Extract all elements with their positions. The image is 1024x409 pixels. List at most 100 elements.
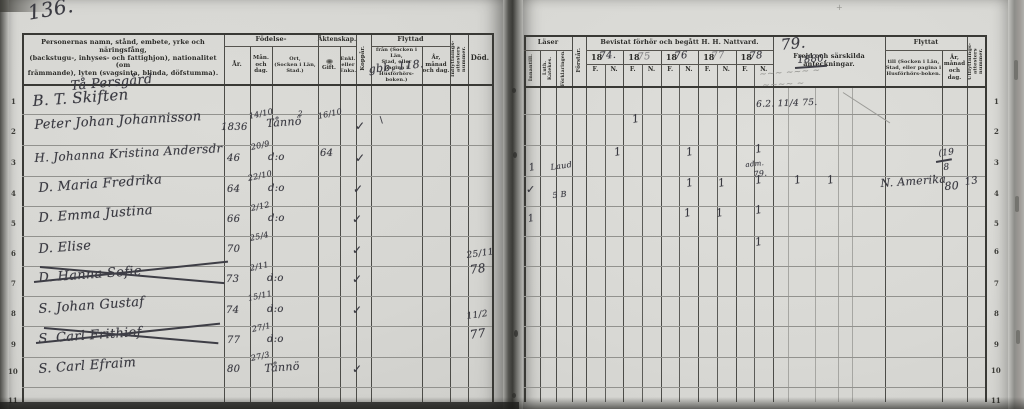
col-header-moved-to: till (Socken i Län, Stad, eller pagina i… bbox=[885, 59, 942, 77]
row-7-died-year: 78 bbox=[469, 260, 487, 277]
row-9-birth-year: 77 bbox=[227, 335, 241, 346]
col-group-birth: Födelse- bbox=[255, 34, 287, 43]
year-col-1876: 18 bbox=[665, 52, 677, 62]
marriage-ornament-icon bbox=[325, 58, 333, 64]
grid-line bbox=[773, 35, 774, 402]
grid-line bbox=[22, 145, 492, 146]
col-group-reads: Läser bbox=[537, 37, 559, 46]
row-4-moved-date-den: 8 bbox=[943, 162, 951, 173]
col-header-moved-from: från (Socken i Län, Stad, eller pagina i… bbox=[375, 47, 418, 83]
vaccination-label: Koppår. bbox=[360, 46, 367, 71]
fn-label: F. bbox=[742, 66, 748, 73]
col-header-out-certificate: Utflyttnings-attesters nummer. bbox=[967, 35, 985, 86]
col-header-died: Död. bbox=[470, 53, 490, 63]
grid-line bbox=[524, 296, 985, 297]
year-1874-digits: 74. bbox=[599, 49, 617, 62]
rownum: 1 bbox=[11, 97, 16, 106]
col-header-in-certificate: Inflyttnings-attesters nummer. bbox=[450, 33, 468, 84]
grid-line bbox=[524, 206, 985, 207]
grid-line bbox=[524, 326, 985, 327]
row-4-birth-year: 64 bbox=[227, 184, 241, 195]
rownum: 7 bbox=[11, 279, 16, 288]
row-2-place-sup: 2 bbox=[298, 110, 303, 118]
scan-edge-mark bbox=[1015, 196, 1019, 212]
grid-line bbox=[556, 50, 557, 402]
grid-line bbox=[22, 266, 492, 267]
rownum: 9 bbox=[994, 340, 999, 349]
row-10-birth-place: Tånnö bbox=[264, 359, 301, 375]
grid-line bbox=[642, 64, 643, 402]
col-header-reads-in-book: Innantill. bbox=[524, 50, 540, 86]
frejd-note-79: 79. bbox=[780, 33, 807, 54]
catechism-label: Luth. Katekes. bbox=[542, 56, 553, 80]
row-8-birth-year: 74 bbox=[226, 305, 240, 316]
communion-fn-row: F. N. F. N. F. N. F. N. F. N. bbox=[586, 64, 773, 86]
grid-line bbox=[754, 64, 755, 402]
grid-line bbox=[22, 84, 492, 86]
col-group-moved-in: Flyttad bbox=[397, 34, 424, 43]
rownum: 2 bbox=[994, 127, 999, 136]
grid-line bbox=[605, 64, 606, 402]
grid-line bbox=[679, 64, 680, 402]
grid-line bbox=[22, 33, 492, 35]
row-4-reading-grade: 5 B bbox=[552, 189, 568, 200]
married-label: Gift. bbox=[321, 64, 337, 71]
rownum: 10 bbox=[991, 366, 1001, 375]
row-8-birth-place: d:o bbox=[267, 304, 284, 315]
out-certificate-label: Utflyttnings-attesters nummer. bbox=[966, 41, 984, 80]
rownum: 6 bbox=[994, 247, 999, 256]
grid-line bbox=[224, 33, 225, 402]
grid-line bbox=[422, 46, 423, 402]
fn-label: F. bbox=[629, 66, 636, 73]
grid-line bbox=[318, 33, 319, 402]
row-6-vaccination-mark: ✓ bbox=[352, 243, 363, 257]
grid-line bbox=[524, 50, 572, 51]
row-5-birth-year: 66 bbox=[227, 214, 241, 225]
row-3-birth-year: 46 bbox=[227, 153, 241, 164]
col-header-birth-year: År. bbox=[232, 61, 242, 69]
row-4-vaccination-mark: ✓ bbox=[353, 182, 364, 196]
rownum: 4 bbox=[11, 189, 16, 198]
year-1877-digits: 77 bbox=[711, 50, 726, 62]
grid-line bbox=[22, 236, 492, 237]
col-group-moved-out: Flyttat bbox=[913, 37, 939, 46]
grid-line bbox=[852, 86, 853, 402]
rownum: 8 bbox=[11, 309, 16, 318]
grid-line bbox=[788, 86, 789, 402]
grid-line bbox=[22, 176, 492, 177]
scan-edge-mark bbox=[1016, 330, 1020, 344]
grid-line bbox=[985, 35, 987, 402]
rownum: 4 bbox=[994, 189, 999, 198]
col-header-moved-out-date: År, månad och dag. bbox=[943, 54, 966, 81]
row-5-reading-mark: 1 bbox=[527, 212, 536, 225]
row-9-died-year: 77 bbox=[469, 325, 487, 342]
row-7-birth-place: d:o bbox=[267, 273, 284, 284]
col-header-birth-date: Mån. och dag. bbox=[253, 55, 269, 75]
scan-edge-mark bbox=[1014, 60, 1018, 80]
row-2-birth-place: Tånnö bbox=[266, 114, 303, 130]
grid-line bbox=[450, 33, 451, 402]
understands-label: Förstår. bbox=[575, 48, 582, 73]
grid-line bbox=[524, 35, 526, 402]
grid-line bbox=[272, 46, 273, 402]
fn-label: F. bbox=[704, 66, 711, 73]
grid-line bbox=[250, 46, 251, 402]
grid-line bbox=[586, 64, 773, 65]
row-8-vaccination-mark: ✓ bbox=[352, 303, 363, 317]
rownum: 10 bbox=[8, 367, 18, 376]
row-2-vaccination-mark: ✓ bbox=[355, 119, 366, 133]
rownum: 9 bbox=[11, 340, 16, 349]
grid-line bbox=[524, 236, 985, 237]
fn-label: F. bbox=[667, 66, 674, 73]
binding-dot bbox=[513, 152, 517, 158]
row-3-reading-mark: 1 bbox=[528, 161, 537, 174]
grid-line bbox=[661, 50, 662, 402]
grid-line bbox=[492, 33, 494, 402]
grid-line bbox=[540, 50, 541, 402]
grid-line bbox=[524, 86, 985, 88]
year-col-1877: 18 bbox=[703, 52, 715, 62]
grid-line bbox=[717, 64, 718, 402]
row-3-vaccination-mark: ✓ bbox=[355, 151, 366, 165]
grid-line bbox=[524, 266, 985, 267]
